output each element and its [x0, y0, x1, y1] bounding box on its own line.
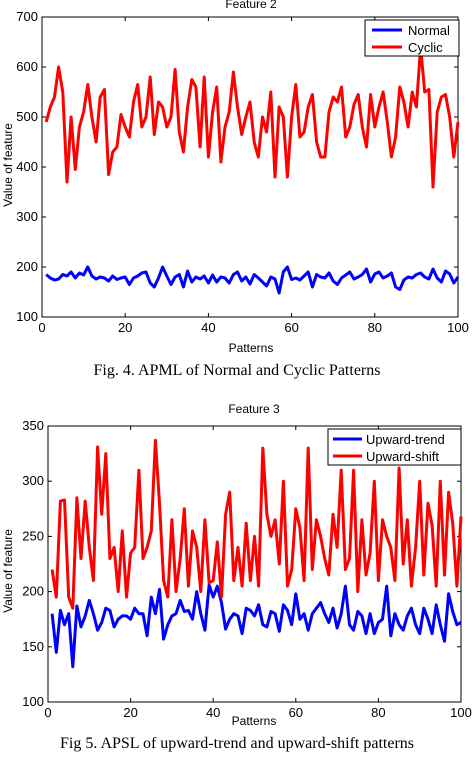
feature-2-line-chart: Feature 2 0 20 40 60 80 100 100 200 300 400 500 600…	[1, 0, 469, 355]
x-axis-label: Patterns	[229, 341, 274, 355]
plot-frame	[41, 16, 459, 318]
x-tick-label: 0	[38, 320, 45, 335]
figure-5-caption: Fig 5. APSL of upward-trend and upward-s…	[59, 735, 414, 752]
y-tick-label: 500	[16, 109, 38, 124]
chart-title: Feature 3	[228, 402, 280, 416]
x-tick-label: 60	[289, 705, 303, 720]
y-tick-label: 200	[16, 259, 38, 274]
legend-box	[327, 428, 462, 466]
y-tick-label: 100	[22, 694, 44, 709]
y-tick-label: 700	[16, 9, 38, 24]
y-tick-label: 400	[16, 159, 38, 174]
x-tick-label: 100	[447, 320, 469, 335]
x-tick-label: 100	[450, 705, 472, 720]
y-axis-label: Value of feature	[1, 529, 15, 613]
x-axis-label: Patterns	[232, 714, 277, 728]
y-axis-label: Value of feature	[1, 123, 15, 207]
x-tick-label: 0	[44, 705, 51, 720]
y-tick-label: 250	[22, 528, 44, 543]
series-line-upward-shift	[50, 438, 463, 610]
series-line-upward-trend	[50, 583, 462, 669]
x-tick-label: 60	[284, 320, 298, 335]
legend-box	[364, 19, 460, 57]
figure-4-caption: Fig. 4. APML of Normal and Cyclic Patter…	[93, 362, 381, 379]
y-tick-label: 150	[22, 639, 44, 654]
legend: Upward-trend Upward-shift	[327, 428, 462, 466]
y-tick-label: 350	[22, 418, 44, 433]
y-tick-label: 300	[22, 473, 44, 488]
legend-label-upward-trend: Upward-trend	[366, 432, 445, 447]
plot-area: 0 20 40 60 80 100 100 150 200 250 300 350	[22, 418, 472, 720]
series-line-cyclic	[44, 45, 460, 189]
x-tick-label: 80	[368, 320, 382, 335]
plot-frame	[47, 425, 462, 703]
y-tick-label: 600	[16, 59, 38, 74]
x-tick-label: 80	[371, 705, 385, 720]
legend-label-cyclic: Cyclic	[408, 40, 443, 55]
legend-label-upward-shift: Upward-shift	[366, 449, 439, 464]
legend: Normal Cyclic	[364, 19, 460, 57]
series-line-normal	[45, 265, 460, 295]
x-tick-label: 20	[118, 320, 132, 335]
y-tick-label: 200	[22, 584, 44, 599]
x-tick-label: 40	[201, 320, 215, 335]
x-tick-label: 40	[206, 705, 220, 720]
y-tick-label: 300	[16, 209, 38, 224]
x-tick-label: 20	[123, 705, 137, 720]
plot-area: 0 20 40 60 80 100 100 200 300 400 500 600 700	[16, 9, 469, 335]
y-tick-label: 100	[16, 309, 38, 324]
legend-label-normal: Normal	[408, 23, 450, 38]
feature-3-line-chart: Feature 3 0 20 40 60 80 100 100 150 200 250 300 350…	[1, 402, 472, 728]
chart-title: Feature 2	[225, 0, 277, 11]
